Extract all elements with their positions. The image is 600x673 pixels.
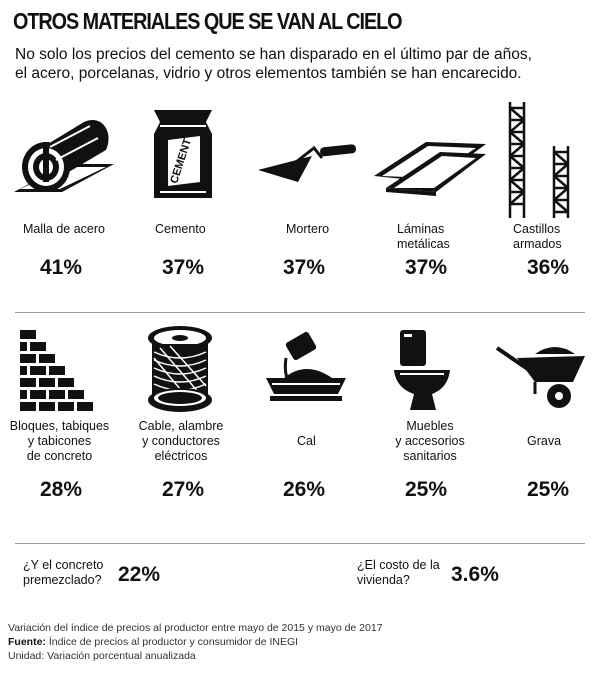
label-line: Mortero: [286, 222, 330, 236]
label-mortero: Mortero: [286, 222, 329, 237]
housing-value: 3.6%: [451, 563, 499, 586]
footer-source: Fuente: Índice de precios al productor y…: [8, 636, 298, 649]
label-cal: Cal: [297, 434, 316, 449]
label-line: Bloques, tabiques: [9, 419, 110, 433]
housing-question: ¿El costo de la vivienda?: [357, 558, 440, 588]
label-line: Cemento: [155, 222, 206, 236]
toilet-icon: [394, 330, 450, 410]
label-line: sanitarios: [403, 449, 457, 463]
question-line: premezclado?: [23, 573, 102, 587]
value-laminas-metalicas: 37%: [405, 256, 448, 279]
value-mortero: 37%: [283, 256, 326, 279]
value-cemento: 37%: [162, 256, 205, 279]
value-castillos-armados: 36%: [527, 256, 570, 279]
label-line: y tabicones: [27, 434, 92, 448]
label-grava: Grava: [527, 434, 561, 449]
subtitle-line-2: el acero, porcelanas, vidrio y otros ele…: [15, 65, 522, 82]
label-line: y conductores: [142, 434, 220, 448]
label-line: Castillos: [513, 222, 561, 236]
wheelbarrow-icon: [495, 346, 585, 408]
label-line: Grava: [527, 434, 562, 448]
label-line: eléctricos: [154, 449, 208, 463]
footer-unit: Unidad: Variación porcentual anualizada: [8, 650, 196, 662]
label-bloques: Bloques, tabiques y tabicones de concreto: [7, 419, 112, 464]
value-muebles: 25%: [405, 478, 448, 501]
source-text: Índice de precios al productor y consumi…: [45, 636, 299, 648]
brick-wall-icon: [20, 330, 93, 411]
label-line: Cable, alambre: [138, 419, 224, 433]
cement-bag-icon: CEMENT: [154, 110, 212, 198]
metal-sheets-icon: [374, 142, 486, 196]
value-cable: 27%: [162, 478, 205, 501]
label-line: y accesorios: [395, 434, 465, 448]
divider: [15, 312, 585, 313]
concrete-question: ¿Y el concreto premezclado?: [23, 558, 103, 588]
mortar-trowel-icon: [258, 144, 357, 182]
label-laminas-metalicas: Láminas metálicas: [397, 222, 450, 252]
label-castillos-armados: Castillos armados: [513, 222, 562, 252]
footer-note: Variación del índice de precios al produ…: [8, 622, 383, 634]
label-line: Cal: [297, 434, 316, 448]
value-cal: 26%: [283, 478, 326, 501]
value-bloques: 28%: [40, 478, 83, 501]
question-line: ¿Y el concreto: [23, 558, 104, 572]
label-line: armados: [513, 237, 562, 251]
question-line: vivienda?: [357, 573, 410, 587]
value-grava: 25%: [527, 478, 570, 501]
page-title: OTROS MATERIALES QUE SE VAN AL CIELO: [13, 8, 403, 34]
label-line: metálicas: [397, 237, 450, 251]
divider: [15, 543, 585, 544]
label-cemento: Cemento: [155, 222, 206, 237]
subtitle: No solo los precios del cemento se han d…: [15, 45, 595, 83]
label-line: Muebles: [406, 419, 454, 433]
value-malla-de-acero: 41%: [40, 256, 83, 279]
cable-spool-icon: [148, 326, 212, 412]
label-muebles: Muebles y accesorios sanitarios: [382, 419, 478, 464]
label-line: Láminas: [397, 222, 445, 236]
label-line: Malla de acero: [23, 222, 105, 236]
label-cable: Cable, alambre y conductores eléctricos: [128, 419, 234, 464]
label-malla-de-acero: Malla de acero: [23, 222, 105, 237]
question-line: ¿El costo de la: [357, 558, 440, 572]
lime-bucket-icon: [266, 331, 346, 401]
rebar-scaffold-icon: [508, 102, 570, 218]
steel-mesh-roll-icon: [14, 120, 114, 192]
source-label: Fuente:: [8, 636, 46, 648]
subtitle-line-1: No solo los precios del cemento se han d…: [15, 46, 532, 63]
label-line: de concreto: [26, 449, 93, 463]
concrete-value: 22%: [118, 563, 161, 586]
